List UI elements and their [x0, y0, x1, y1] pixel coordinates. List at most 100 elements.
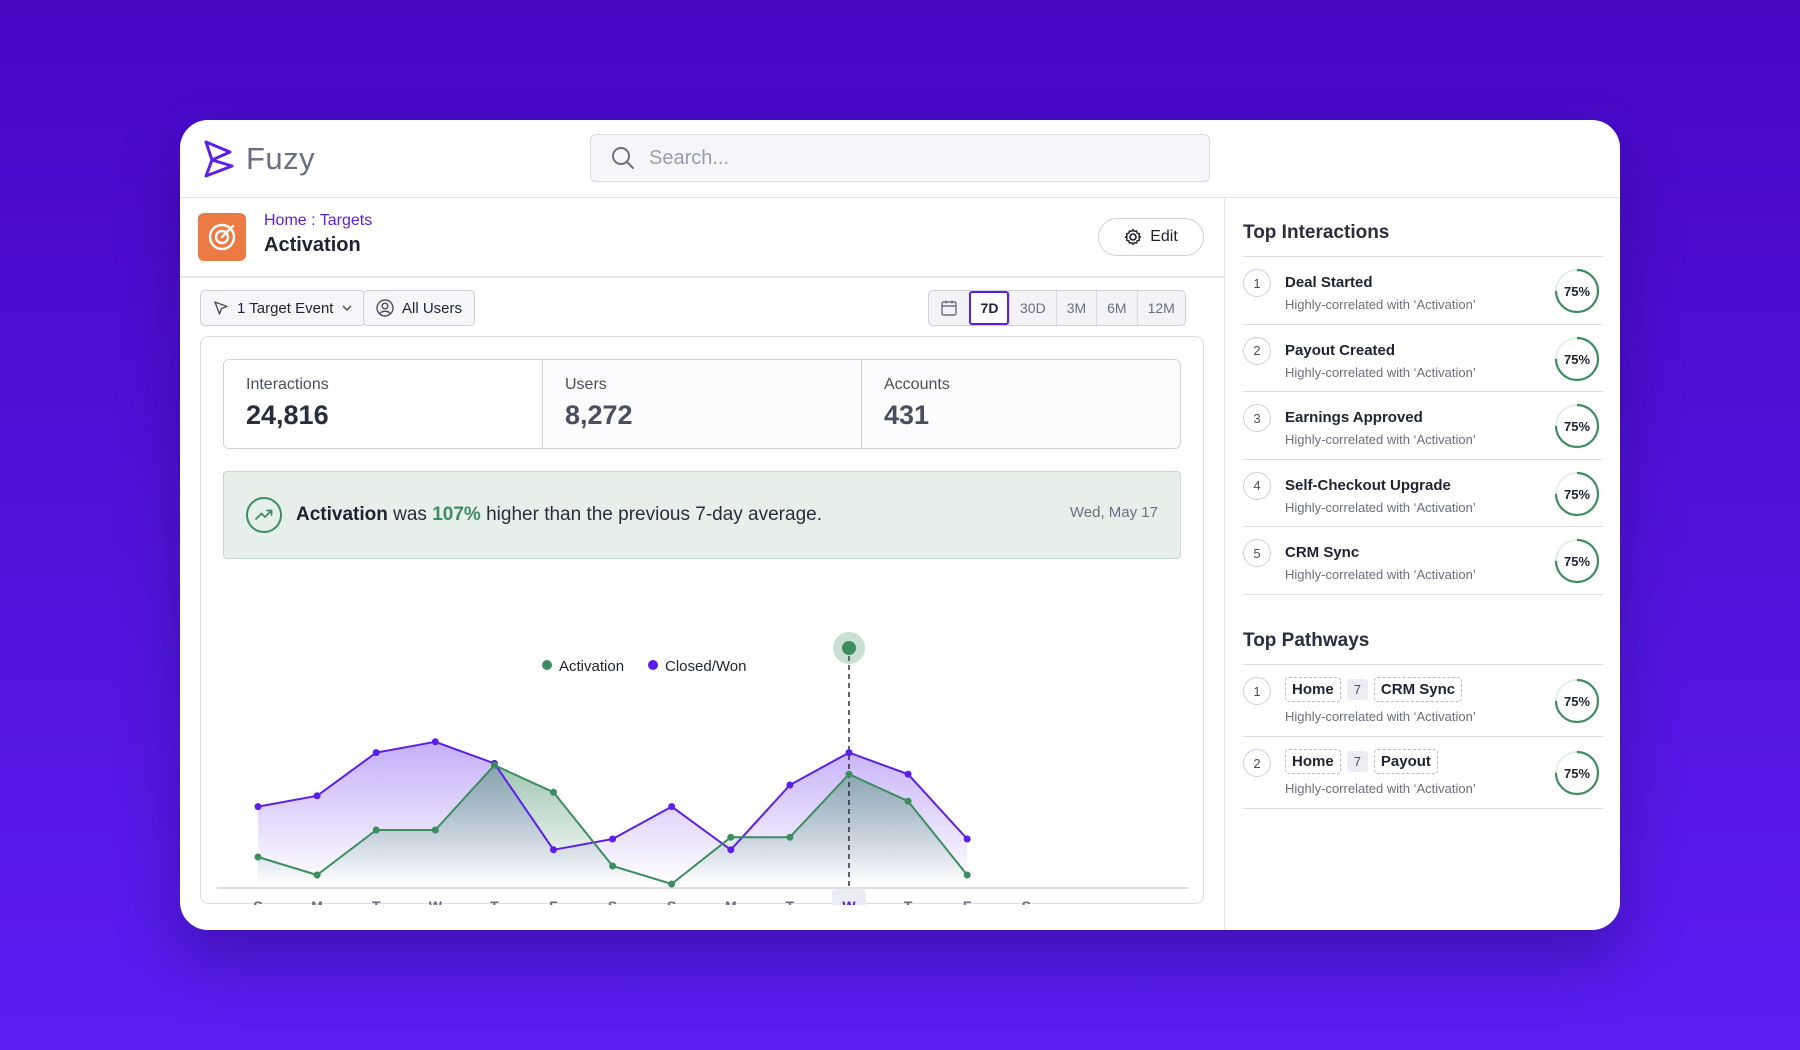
interaction-item[interactable]: 5 CRM Sync Highly-correlated with ‘Activat…: [1243, 526, 1603, 593]
insight-metric: Activation: [296, 504, 388, 525]
area-activation: [258, 765, 968, 884]
users-filter-button[interactable]: All Users: [363, 290, 476, 326]
data-point-closed-won[interactable]: [727, 846, 735, 854]
progress-ring: 75%: [1554, 403, 1600, 449]
data-point-activation[interactable]: [254, 853, 262, 861]
progress-ring-label: 75%: [1564, 694, 1590, 709]
search-box[interactable]: [590, 134, 1210, 182]
edit-button[interactable]: Edit: [1098, 218, 1204, 256]
highlight-marker-dot[interactable]: [842, 641, 856, 655]
x-tick-label: T: [372, 898, 381, 905]
interaction-title: Self-Checkout Upgrade: [1285, 476, 1451, 494]
x-tick-label: F: [963, 898, 972, 905]
data-point-closed-won[interactable]: [786, 781, 794, 789]
data-point-closed-won[interactable]: [668, 803, 676, 811]
x-tick-label: S: [608, 898, 617, 905]
target-event-label: 1 Target Event: [237, 299, 334, 317]
data-point-activation[interactable]: [313, 871, 321, 879]
progress-ring: 75%: [1554, 336, 1600, 381]
data-point-activation[interactable]: [490, 761, 498, 769]
data-point-closed-won[interactable]: [609, 835, 617, 843]
top-pathways-title: Top Pathways: [1243, 630, 1370, 651]
stat-label: Interactions: [246, 376, 329, 393]
page-header: Home : Targets Activation Edit: [180, 198, 1224, 278]
pathway-from-chip: Home: [1285, 677, 1341, 702]
breadcrumb[interactable]: Home : Targets: [264, 212, 373, 229]
target-icon: [198, 213, 246, 261]
interaction-item[interactable]: 2 Payout Created Highly-correlated with ‘A…: [1243, 323, 1603, 391]
data-point-activation[interactable]: [609, 862, 617, 870]
search-input[interactable]: [649, 146, 1169, 170]
data-point-closed-won[interactable]: [372, 749, 380, 757]
stat-value: 24,816: [246, 400, 329, 430]
data-point-activation[interactable]: [550, 788, 557, 796]
progress-ring-label: 75%: [1564, 352, 1590, 367]
rank-badge: 3: [1243, 404, 1271, 432]
data-point-activation[interactable]: [727, 833, 735, 841]
target-event-dropdown[interactable]: 1 Target Event: [200, 290, 367, 326]
progress-ring: 75%: [1554, 678, 1600, 724]
pathway-from-chip: Home: [1285, 749, 1341, 774]
calendar-button[interactable]: [929, 291, 969, 325]
users-filter-label: All Users: [402, 299, 463, 317]
data-point-activation[interactable]: [431, 826, 439, 834]
legend-activation: Activation: [559, 658, 624, 675]
data-point-activation[interactable]: [786, 833, 794, 841]
stat-label: Accounts: [884, 376, 950, 393]
range-30d[interactable]: 30D: [1009, 291, 1056, 325]
data-point-closed-won[interactable]: [845, 749, 853, 757]
stat-users: Users 8,272: [542, 360, 861, 448]
range-6m[interactable]: 6M: [1096, 291, 1136, 325]
progress-ring-label: 75%: [1564, 487, 1590, 502]
progress-ring: 75%: [1554, 538, 1600, 584]
range-3m[interactable]: 3M: [1055, 291, 1096, 325]
data-point-closed-won[interactable]: [254, 803, 262, 811]
interaction-item[interactable]: 3 Earnings Approved Highly-correlated with…: [1243, 391, 1603, 458]
progress-ring-label: 75%: [1564, 554, 1590, 569]
pathway-step-count: 7: [1346, 679, 1368, 700]
progress-ring-label: 75%: [1564, 284, 1590, 299]
insight-text: Activation was 107% higher than the prev…: [296, 504, 822, 526]
interaction-item[interactable]: 4 Self-Checkout Upgrade Highly-correlated …: [1243, 458, 1603, 526]
x-tick-label: W: [842, 898, 856, 905]
data-point-closed-won[interactable]: [431, 738, 439, 746]
data-point-activation[interactable]: [668, 880, 676, 888]
insight-post: higher than the previous 7-day average.: [480, 504, 822, 525]
data-point-activation[interactable]: [904, 797, 912, 805]
chart-legend: Activation Closed/Won: [542, 658, 746, 675]
data-point-closed-won[interactable]: [963, 835, 971, 843]
insight-percent: 107%: [432, 504, 481, 525]
interaction-title: CRM Sync: [1285, 544, 1360, 561]
interaction-item[interactable]: 1 Deal Started Highly-correlated with ‘Act…: [1243, 256, 1603, 323]
pathway-steps: Home 7 Payout: [1285, 749, 1438, 774]
data-point-activation[interactable]: [963, 871, 971, 879]
pathway-to-chip: CRM Sync: [1373, 677, 1463, 702]
interaction-subtitle: Highly-correlated with ‘Activation’: [1285, 364, 1476, 380]
x-tick-label: S: [1022, 898, 1031, 905]
legend-dot-activation: [542, 660, 552, 670]
interaction-subtitle: Highly-correlated with ‘Activation’: [1285, 297, 1476, 312]
top-interactions-title: Top Interactions: [1243, 222, 1390, 243]
trend-up-icon: [246, 497, 282, 533]
data-point-activation[interactable]: [845, 770, 853, 778]
rank-badge: 1: [1243, 677, 1271, 705]
list-divider: [1243, 593, 1603, 595]
insight-pre: was: [387, 504, 433, 525]
range-12m[interactable]: 12M: [1136, 291, 1185, 325]
progress-ring: 75%: [1554, 268, 1600, 314]
stats-row: Interactions 24,816 Users 8,272 Accounts…: [223, 359, 1181, 449]
interaction-title: Payout Created: [1285, 341, 1396, 359]
pathway-item[interactable]: 1 Home 7 CRM Sync Highly-correlated with ‘Ac…: [1243, 664, 1603, 736]
data-point-closed-won[interactable]: [550, 846, 557, 854]
gear-icon: [1125, 228, 1142, 246]
range-7d[interactable]: 7D: [969, 291, 1009, 325]
data-point-closed-won[interactable]: [313, 792, 321, 800]
rank-badge: 4: [1243, 471, 1271, 500]
progress-ring: 75%: [1554, 750, 1600, 796]
chevron-down-icon: [342, 305, 352, 312]
progress-ring-label: 75%: [1564, 419, 1590, 434]
pathway-item[interactable]: 2 Home 7 Payout Highly-correlated with ‘Acti…: [1243, 736, 1603, 808]
logo[interactable]: Fuzy: [202, 138, 315, 180]
data-point-activation[interactable]: [372, 826, 380, 834]
data-point-closed-won[interactable]: [904, 770, 912, 778]
